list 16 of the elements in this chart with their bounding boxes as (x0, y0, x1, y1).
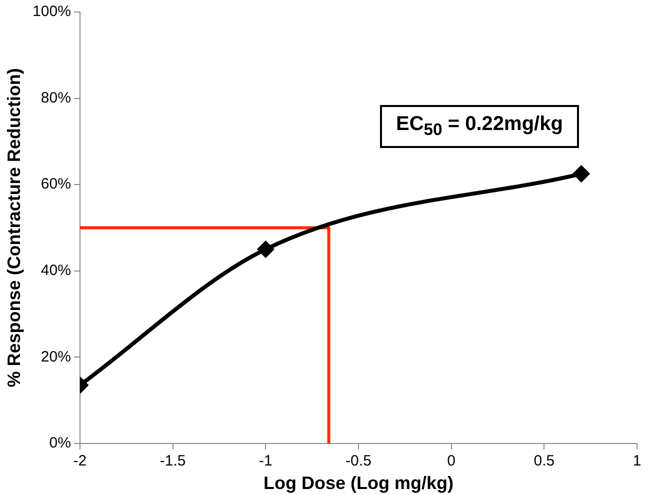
y-tick-label: 100% (32, 3, 71, 20)
x-axis-title: Log Dose (Log mg/kg) (263, 473, 454, 494)
x-tick-label: -1.5 (160, 452, 186, 470)
x-tick-label: 0 (447, 452, 456, 470)
y-tick-label: 40% (40, 262, 71, 279)
y-tick-label: 60% (40, 176, 71, 193)
annotation: EC$_{50}$ = 0.22mg/kg (380, 105, 579, 148)
x-tick-label: -0.5 (346, 452, 372, 470)
x-tick-label: -2 (73, 452, 87, 470)
x-tick-label: 0.5 (534, 452, 555, 470)
y-tick-label: 80% (40, 89, 71, 106)
x-tick-label: 1 (632, 452, 642, 470)
y-axis-title: % Response (Contracture Reduction) (4, 68, 24, 388)
x-tick-label: -1 (258, 452, 272, 470)
y-tick-label: 0% (49, 434, 71, 452)
y-tick-label: 20% (40, 348, 71, 366)
